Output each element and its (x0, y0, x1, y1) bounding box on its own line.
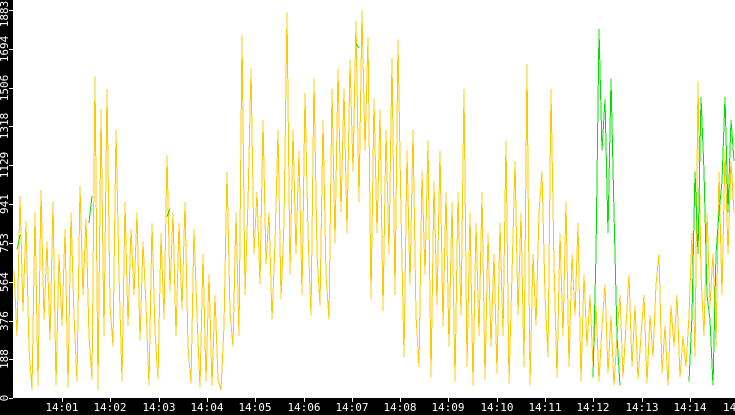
y-tick-label: 1883 (0, 0, 11, 28)
y-tick-label: 753 (0, 233, 11, 253)
x-axis-tick (545, 398, 546, 402)
x-tick-label: 14:06 (287, 401, 321, 414)
y-tick-label: 0 (0, 394, 11, 402)
x-axis-tick (62, 398, 63, 402)
series-1-yellow-line (13, 10, 735, 390)
y-axis-tick (9, 398, 13, 399)
x-axis-tick (690, 398, 691, 402)
y-tick-label: 1694 (0, 35, 11, 63)
y-axis: 0 188 376 564 753 941 1129 1318 1506 1694 1883 (0, 0, 13, 415)
x-axis-tick (593, 398, 594, 402)
x-tick-label: 14:13 (625, 401, 659, 414)
x-tick-label: 14:05 (238, 401, 272, 414)
x-axis-tick (159, 398, 160, 402)
plot-area (13, 10, 735, 390)
y-tick-label: 941 (0, 194, 11, 214)
x-tick-label: 14:10 (480, 401, 514, 414)
y-axis-tick (9, 10, 13, 11)
x-tick-label: 14:02 (93, 401, 127, 414)
y-axis-tick (9, 126, 13, 127)
y-tick-label: 1506 (0, 74, 11, 102)
x-tick-label: 14:09 (431, 401, 465, 414)
x-tick-label: 14:14 (673, 401, 707, 414)
series-2-green-line (16, 29, 735, 386)
x-axis-tick (110, 398, 111, 402)
x-tick-label: 14:08 (383, 401, 417, 414)
x-axis-tick (642, 398, 643, 402)
y-axis-tick (9, 243, 13, 244)
x-tick-label: 14:12 (576, 401, 610, 414)
y-tick-label: 564 (0, 272, 11, 292)
x-tick-label: 14:04 (190, 401, 224, 414)
x-axis-tick (255, 398, 256, 402)
y-tick-label: 1129 (0, 151, 11, 179)
y-axis-tick (9, 49, 13, 50)
x-tick-label: 14:11 (528, 401, 562, 414)
x-axis-tick (352, 398, 353, 402)
x-tick-label: 14:03 (142, 401, 176, 414)
y-axis-tick (9, 204, 13, 205)
x-tick-label: 14:01 (45, 401, 79, 414)
y-tick-label: 376 (0, 311, 11, 331)
y-axis-tick (9, 321, 13, 322)
y-axis-tick (9, 88, 13, 89)
x-axis-tick (448, 398, 449, 402)
y-axis-tick (9, 282, 13, 283)
x-axis-tick (304, 398, 305, 402)
y-axis-tick (9, 359, 13, 360)
x-axis-tick (497, 398, 498, 402)
y-axis-tick (9, 165, 13, 166)
y-tick-label: 1318 (0, 112, 11, 140)
x-tick-label: 14:07 (335, 401, 369, 414)
y-tick-label: 188 (0, 349, 11, 369)
x-tick-label-partial: 14 (723, 401, 735, 414)
x-axis-tick (207, 398, 208, 402)
x-axis-tick (400, 398, 401, 402)
x-axis: 14:01 14:02 14:03 14:04 14:05 14:06 14:07 14:08… (0, 398, 735, 415)
